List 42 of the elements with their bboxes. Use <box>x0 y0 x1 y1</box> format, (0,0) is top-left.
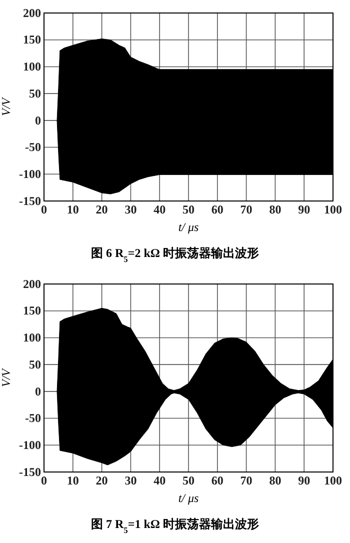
y-tick-label: -150 <box>19 194 41 208</box>
x-tick-label: 70 <box>240 202 252 217</box>
x-tick-label: 90 <box>298 474 310 488</box>
y-tick-label: -150 <box>19 464 41 479</box>
y-tick-label: 100 <box>23 60 41 74</box>
x-tick-label: 80 <box>269 202 282 217</box>
x-tick-label: 20 <box>96 474 108 488</box>
x-tick-label: 10 <box>66 474 79 488</box>
caption: 图 7 R$_{5}$=1 kΩ 时振荡器输出波形 <box>91 517 259 534</box>
x-tick-label: 70 <box>240 474 252 488</box>
x-axis-title: t/ μs <box>178 220 200 234</box>
x-tick-label: 100 <box>324 474 342 488</box>
y-tick-label: 50 <box>29 86 41 100</box>
y-tick-label: 200 <box>23 6 41 20</box>
y-axis-title: V/V <box>0 96 13 116</box>
x-tick-label: 40 <box>154 202 166 217</box>
y-axis-title: V/V <box>0 367 13 387</box>
y-tick-label: -100 <box>19 438 41 452</box>
x-tick-label: 10 <box>66 202 79 217</box>
y-tick-label: -50 <box>25 411 41 426</box>
y-tick-label: 0 <box>35 113 41 128</box>
x-axis-title: t/ μs <box>178 491 200 505</box>
x-tick-label: 60 <box>211 202 224 217</box>
y-tick-label: 50 <box>29 357 41 372</box>
x-tick-label: 20 <box>96 202 108 217</box>
x-tick-label: 40 <box>154 474 166 488</box>
x-tick-label: 50 <box>182 202 194 217</box>
x-tick-label: 60 <box>211 474 224 488</box>
y-tick-label: -100 <box>19 166 41 181</box>
y-tick-label: 100 <box>23 330 41 345</box>
x-tick-label: 80 <box>269 474 282 488</box>
y-tick-label: 0 <box>35 384 41 398</box>
y-tick-label: 200 <box>23 276 41 291</box>
x-tick-label: 50 <box>182 474 194 488</box>
x-tick-label: 90 <box>298 202 310 217</box>
y-tick-label: 150 <box>23 32 41 47</box>
x-tick-label: 30 <box>124 474 137 488</box>
x-tick-label: 100 <box>324 202 342 217</box>
x-tick-label: 30 <box>124 202 137 217</box>
y-tick-label: 150 <box>23 304 41 318</box>
y-tick-label: -50 <box>25 140 41 154</box>
caption: 图 6 R$_{5}$=2 kΩ 时振荡器输出波形 <box>91 246 259 264</box>
